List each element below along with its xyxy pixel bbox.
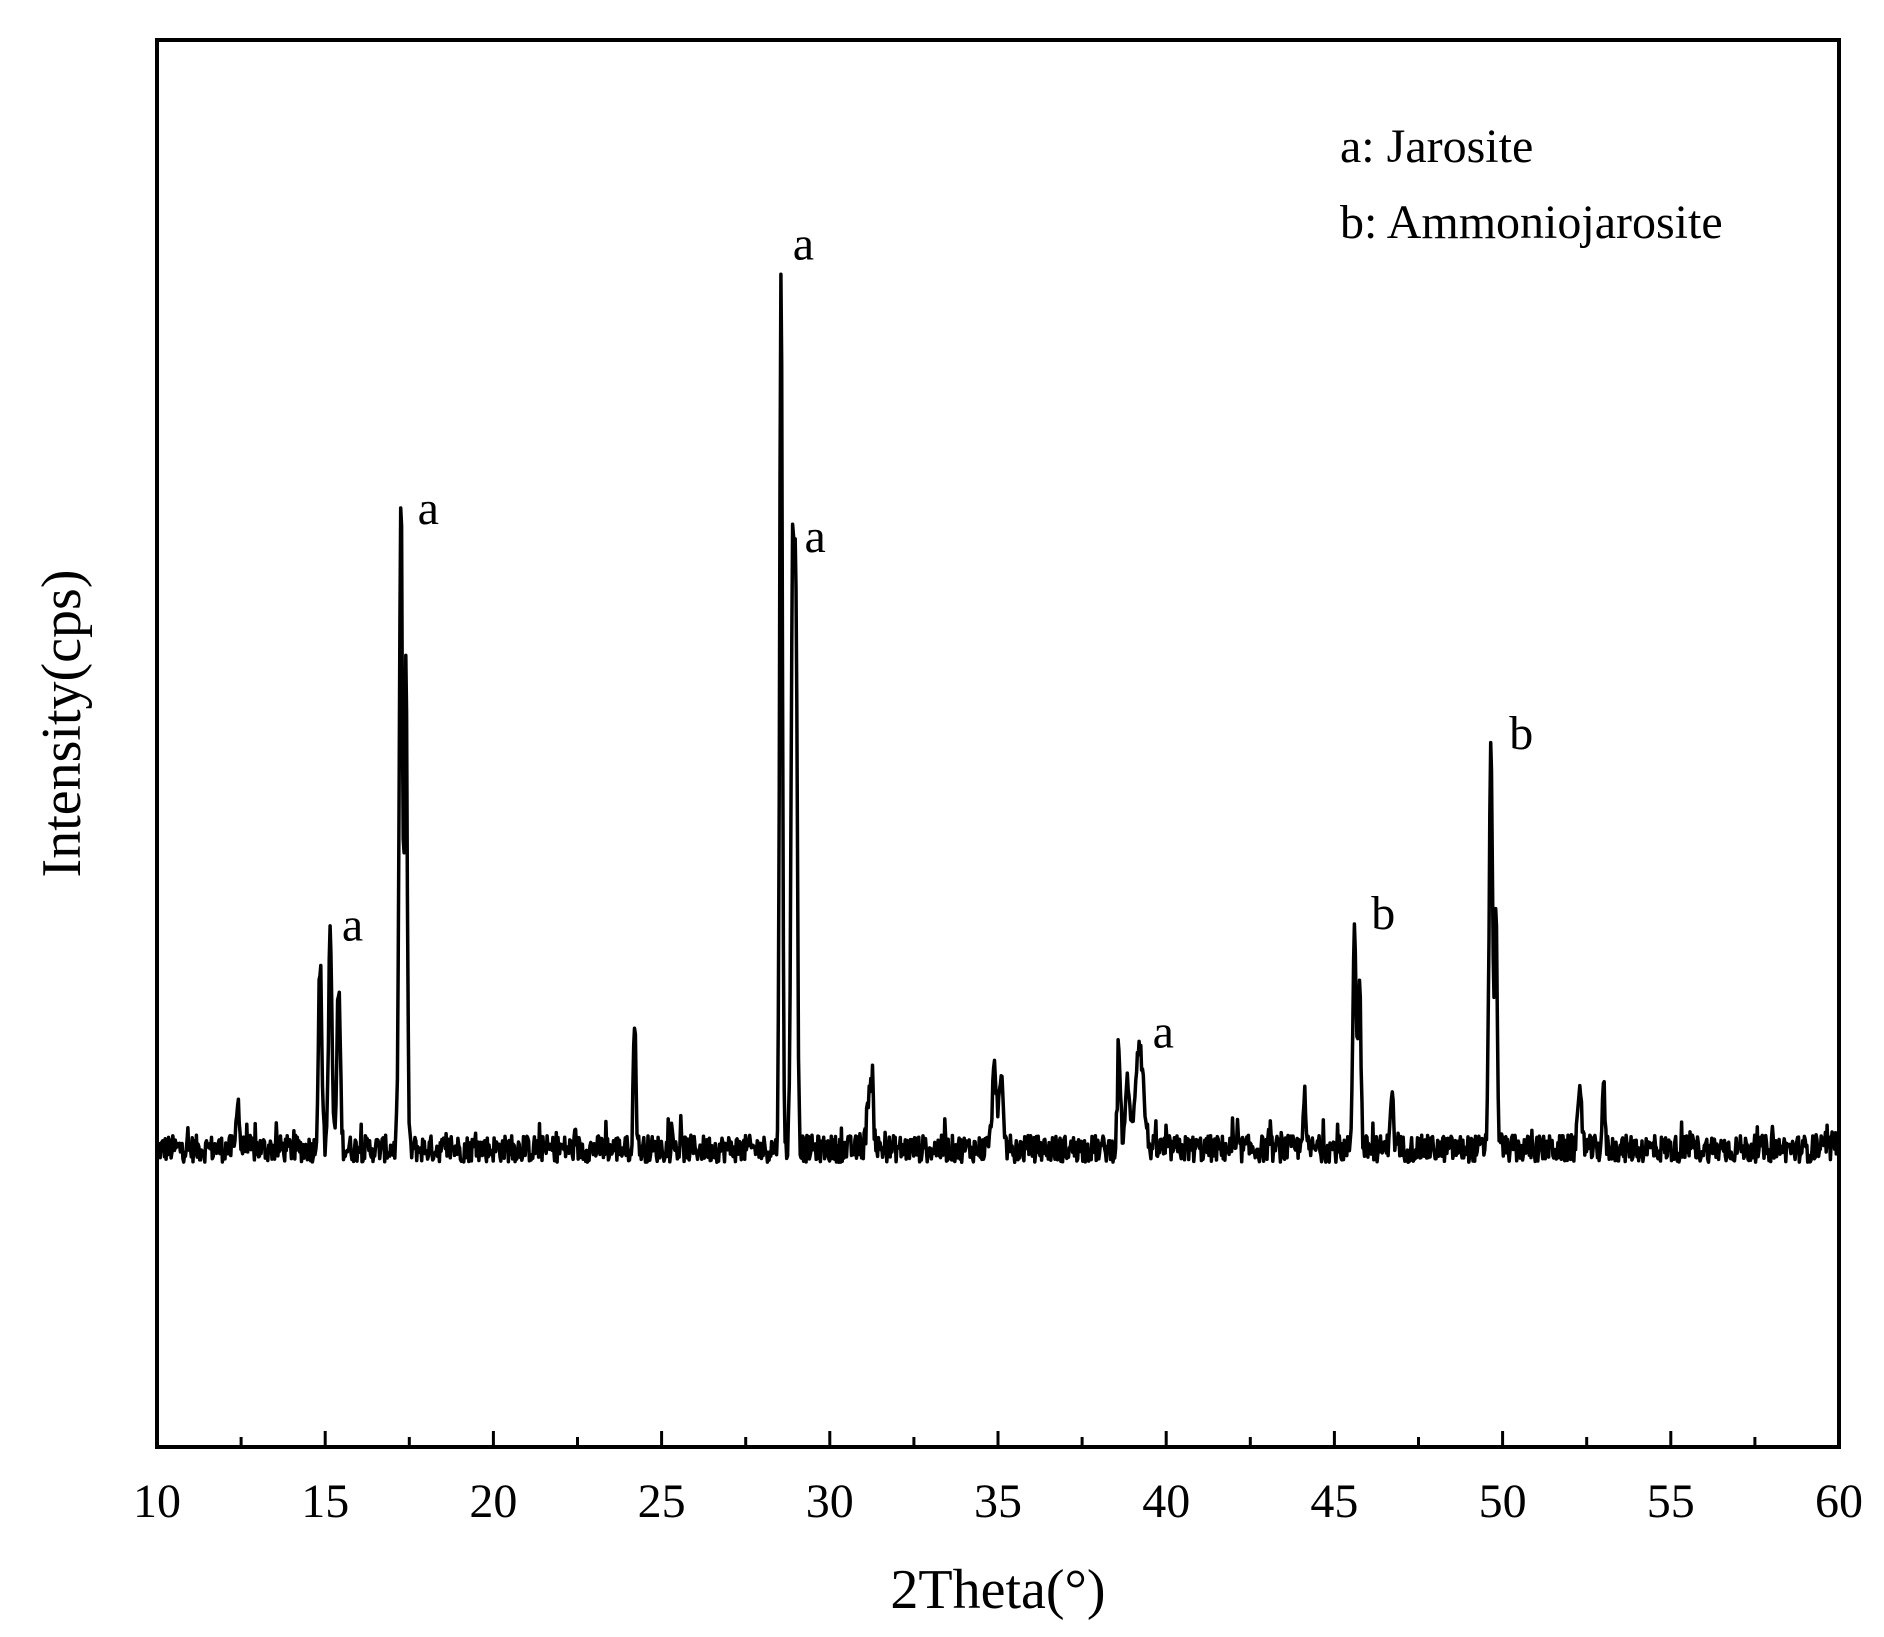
x-axis-title: 2Theta(°)	[890, 1559, 1105, 1621]
x-tick-label: 55	[1647, 1475, 1695, 1528]
peak-label: a	[342, 898, 363, 951]
x-tick-label: 35	[974, 1475, 1022, 1528]
legend: a: Jarosite b: Ammoniojarosite	[1340, 120, 1723, 249]
x-tick-label: 45	[1310, 1475, 1358, 1528]
plot-area: 10 15 20 25 30 35 40 45 50 55 60 a a a a a b b	[133, 38, 1863, 1528]
legend-entry-ammoniojarosite: b: Ammoniojarosite	[1340, 196, 1723, 249]
x-tick-label: 50	[1479, 1475, 1527, 1528]
y-axis-title: Intensity(cps)	[31, 570, 93, 878]
peak-label: a	[1153, 1005, 1174, 1058]
legend-entry-jarosite: a: Jarosite	[1340, 120, 1533, 173]
peak-label: a	[793, 217, 814, 270]
x-tick-label: 20	[469, 1475, 517, 1528]
x-tick-label: 60	[1815, 1475, 1863, 1528]
x-tick-label: 40	[1142, 1475, 1190, 1528]
x-axis-tick-labels: 10 15 20 25 30 35 40 45 50 55 60	[133, 1475, 1863, 1528]
peak-label: a	[804, 510, 825, 563]
x-tick-label: 25	[638, 1475, 686, 1528]
x-tick-label: 10	[133, 1475, 181, 1528]
peak-label: b	[1509, 707, 1533, 760]
peak-label: a	[418, 482, 439, 535]
peak-annotations: a a a a a b b	[342, 217, 1533, 1058]
xrd-pattern-line	[156, 272, 1840, 1164]
x-tick-label: 30	[806, 1475, 854, 1528]
peak-label: b	[1371, 887, 1395, 940]
x-axis-ticks	[155, 1431, 1841, 1447]
x-tick-label: 15	[301, 1475, 349, 1528]
plot-frame	[155, 38, 1841, 1449]
